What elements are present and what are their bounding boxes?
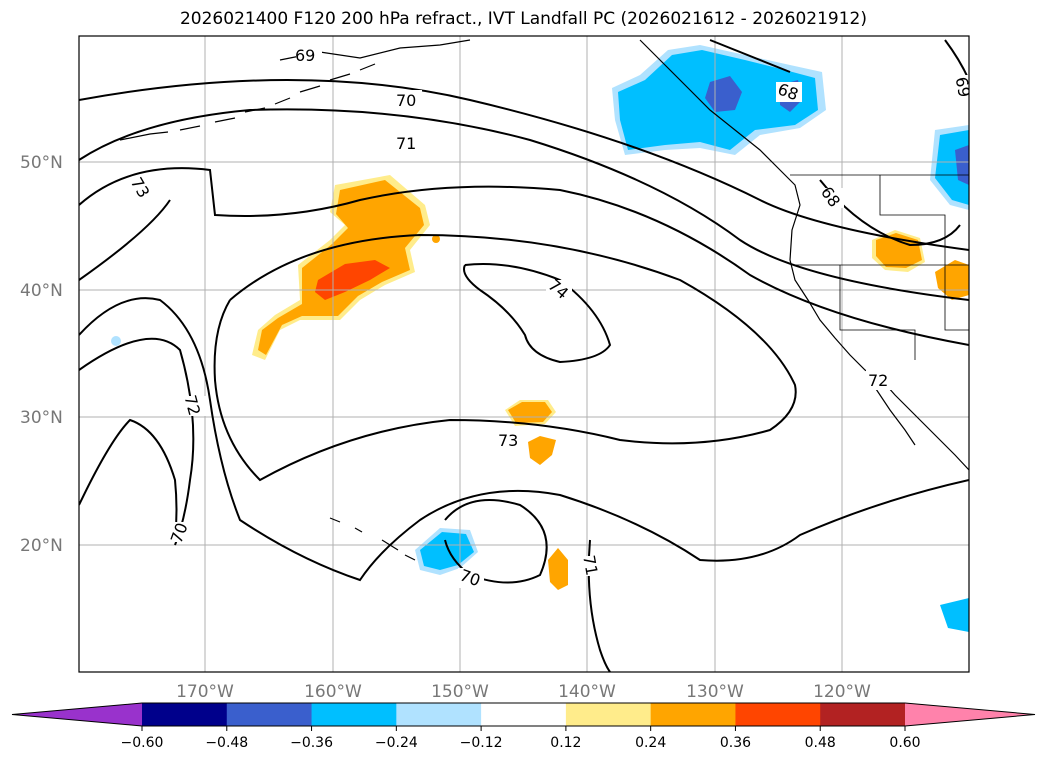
contour-label: 72 [868, 371, 888, 390]
colorbar-segment [396, 703, 482, 726]
shade-negative-se [940, 598, 969, 632]
lon-label: 120°W [813, 682, 871, 702]
colorbar-tick-label: 0.48 [805, 735, 836, 751]
latitude-labels: 50°N 40°N 30°N 20°N [20, 153, 63, 556]
contour-label: 70 [396, 91, 416, 110]
map-area [79, 36, 969, 672]
colorbar-tick-label: −0.24 [375, 735, 418, 751]
colorbar-tick-label: 0.12 [550, 735, 581, 751]
state-borders [790, 174, 969, 360]
contour-label: 71 [396, 134, 416, 153]
lat-label: 50°N [20, 153, 63, 173]
lat-label: 30°N [20, 408, 63, 428]
colorbar-segment [735, 703, 821, 726]
contour-label: 71 [579, 554, 601, 577]
colorbar-segment [481, 703, 567, 726]
lon-label: 160°W [304, 682, 362, 702]
shade-negative-bc-strong [705, 76, 742, 112]
colorbar-tick-label: −0.60 [121, 735, 164, 751]
contour-label: 69 [952, 75, 974, 98]
shade-positive-mid2 [528, 436, 556, 465]
contour-label: 72 [180, 393, 204, 418]
lat-label: 40°N [20, 281, 63, 301]
colorbar-tick-label: 0.24 [635, 735, 666, 751]
map-title: 2026021400 F120 200 hPa refract., IVT La… [179, 9, 867, 29]
map-border [78, 35, 970, 673]
lat-label: 20°N [20, 536, 63, 556]
longitude-labels: 170°W 160°W 150°W 140°W 130°W 120°W [176, 682, 871, 702]
lon-label: 150°W [431, 682, 489, 702]
lon-label: 130°W [686, 682, 744, 702]
contours [79, 39, 969, 672]
colorbar-segment [565, 703, 652, 726]
contour-label-group: 69 70 71 73 74 72 73 70 71 72 68 68 69 [127, 45, 974, 590]
colorbar-tick-label: −0.12 [460, 735, 503, 751]
colorbar-tick-label: −0.48 [205, 735, 248, 751]
gridlines [79, 36, 969, 672]
colorbar-segment [226, 703, 313, 726]
coastlines [119, 39, 969, 561]
colorbar-segment [311, 703, 397, 726]
contour-label: 69 [295, 46, 315, 65]
colorbar-ticks: −0.60 −0.48 −0.36 −0.24 −0.12 0.12 0.24 0.36 0.4… [121, 726, 921, 751]
lon-label: 140°W [558, 682, 616, 702]
shade-positive-small [548, 548, 568, 590]
lon-label: 170°W [176, 682, 234, 702]
colorbar-segment [142, 703, 228, 726]
colorbar-segment [650, 703, 736, 726]
contour-label: 73 [498, 431, 518, 450]
colorbar-extend-high [905, 703, 1035, 726]
colorbar [11, 702, 1036, 727]
shade-positive-mid-core [508, 402, 552, 423]
colorbar-segment [820, 703, 906, 726]
colorbar-tick-label: 0.36 [720, 735, 751, 751]
colorbar-tick-label: −0.36 [290, 735, 333, 751]
colorbar-extend-low [12, 703, 142, 726]
colorbar-tick-label: 0.60 [889, 735, 920, 751]
